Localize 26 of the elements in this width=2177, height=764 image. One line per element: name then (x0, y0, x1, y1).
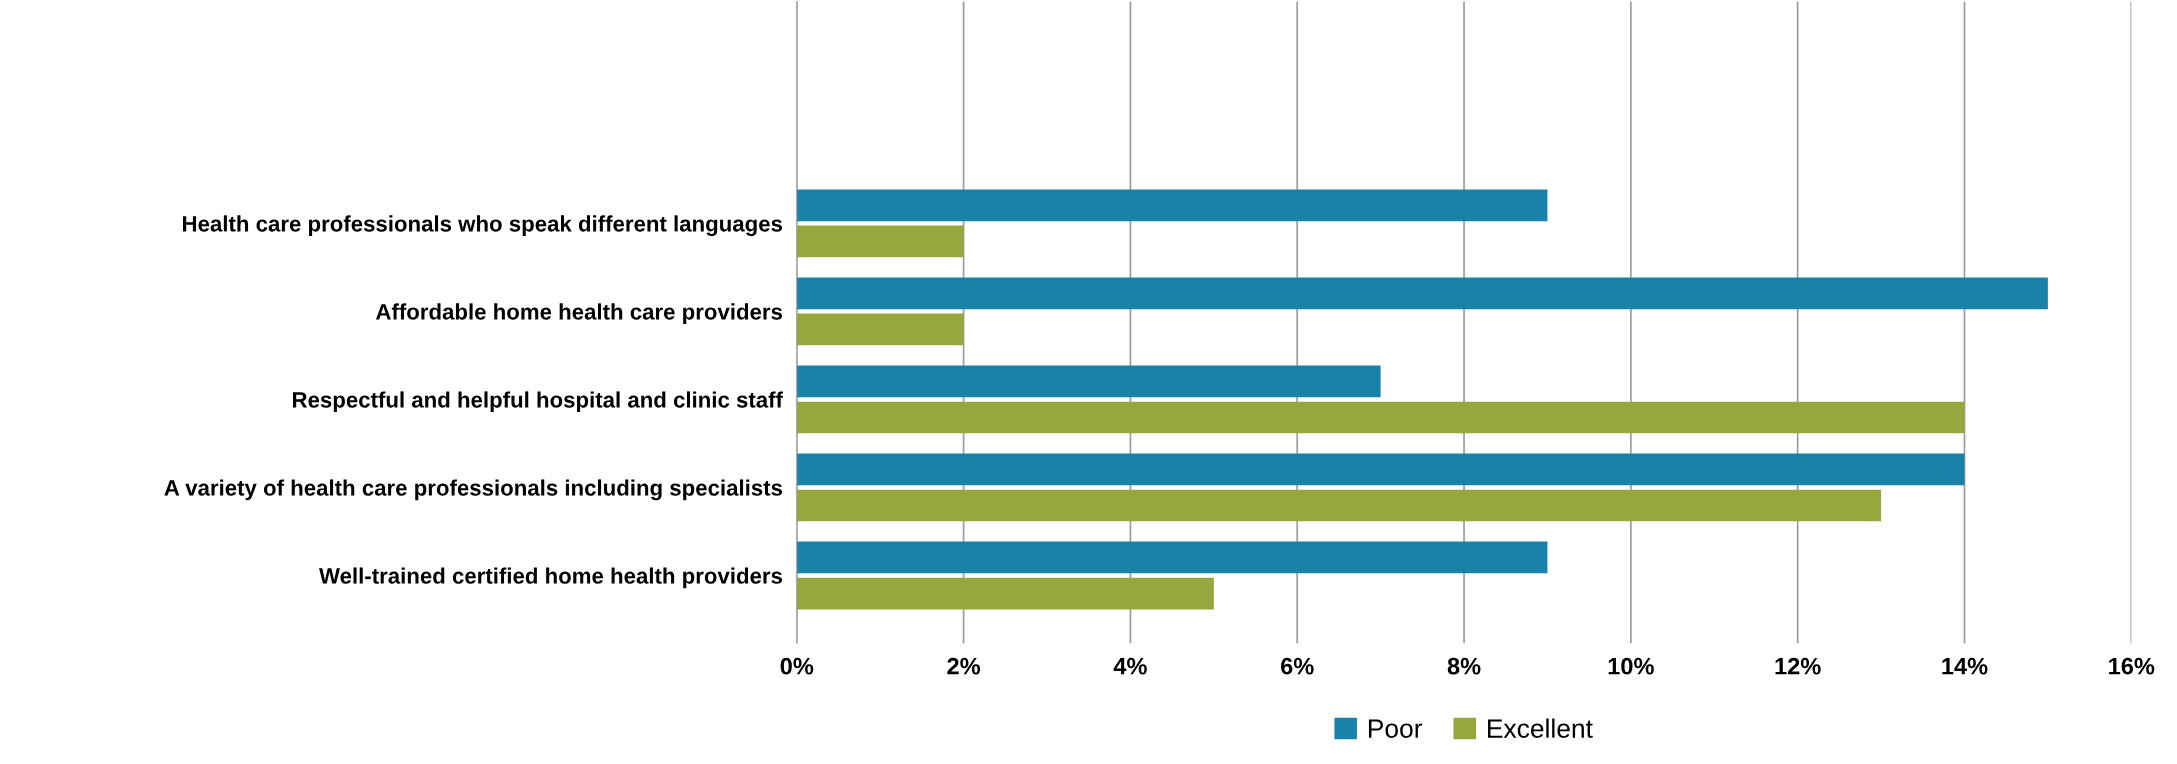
y-tick-label: Respectful and helpful hospital and clinic staff (293, 391, 783, 413)
bar (796, 189, 1548, 222)
y-tick-label: A variety of health care professionals including specialists (164, 479, 783, 501)
y-tick-label: Well-trained certified home health providers (319, 567, 783, 589)
bar (796, 277, 2048, 310)
bar (796, 365, 1381, 398)
legend-label: Excellent (1488, 718, 1593, 738)
x-tick-label: 10% (1608, 657, 1654, 675)
x-tick-label: 2% (947, 657, 981, 675)
bar (796, 541, 1548, 574)
x-tick-label: 12% (1775, 657, 1821, 675)
bar (796, 401, 1965, 434)
y-tick-label: Health care professionals who speak different languages (183, 215, 783, 237)
x-tick-label: 14% (1942, 657, 1988, 675)
bar (796, 489, 1882, 522)
bar (796, 453, 1965, 486)
bar (796, 577, 1214, 610)
x-tick-label: 6% (1281, 657, 1314, 675)
x-tick-label: 8% (1447, 657, 1481, 675)
x-tick-label: 4% (1113, 657, 1147, 675)
y-tick-label: Affordable home health care providers (375, 303, 783, 325)
legend-label: Poor (1368, 719, 1423, 738)
x-tick-label: 16% (2109, 657, 2155, 675)
x-tick-label: 0% (780, 657, 814, 675)
bar (796, 313, 964, 346)
bar (796, 225, 964, 258)
